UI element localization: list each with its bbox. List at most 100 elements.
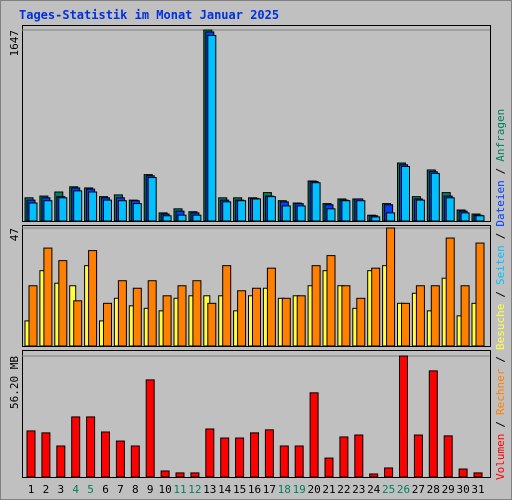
bar [237, 200, 247, 222]
bar [88, 250, 98, 347]
bar [413, 434, 423, 478]
bar [311, 182, 321, 222]
bar [339, 436, 349, 478]
bar [237, 290, 247, 347]
bar [220, 437, 230, 478]
x-tick-label: 3 [57, 483, 64, 496]
x-tick-label: 31 [471, 483, 484, 496]
x-tick-label: 6 [102, 483, 109, 496]
bar [430, 285, 440, 347]
bar [386, 212, 396, 222]
bar [160, 470, 170, 478]
y-tick-label: 1647 [8, 30, 21, 57]
bar [192, 214, 202, 222]
bar [443, 435, 453, 478]
bar [147, 280, 157, 347]
x-tick-label: 16 [248, 483, 261, 496]
legend-entry: Seiten [494, 245, 507, 285]
x-tick-label: 14 [218, 483, 232, 496]
legend-entry: Rechner [494, 368, 507, 415]
bar [354, 434, 364, 478]
bar [428, 370, 438, 478]
bar [43, 200, 53, 222]
bar [445, 237, 455, 347]
panel [22, 25, 491, 222]
x-tick-label: 1 [28, 483, 35, 496]
bar [26, 430, 36, 478]
bar [58, 260, 68, 347]
bar [43, 247, 53, 347]
bar [207, 34, 217, 222]
bar [117, 200, 127, 222]
bar [252, 198, 261, 222]
bar [460, 285, 470, 347]
x-tick-label: 30 [456, 483, 469, 496]
bar [71, 416, 81, 478]
bar [28, 202, 38, 222]
x-tick-label: 23 [352, 483, 365, 496]
x-tick-label: 12 [188, 483, 201, 496]
bar [177, 214, 187, 222]
x-tick-label: 19 [293, 483, 306, 496]
legend-separator: / [494, 168, 507, 175]
bar [266, 196, 276, 222]
bar [132, 203, 142, 222]
x-tick-label: 5 [87, 483, 94, 496]
x-tick-label: 10 [158, 483, 171, 496]
bar [56, 445, 66, 478]
x-tick-label: 13 [203, 483, 216, 496]
bar [115, 440, 125, 478]
bar [356, 200, 366, 222]
x-tick-label: 9 [147, 483, 154, 496]
bar [473, 472, 483, 478]
bar [73, 190, 83, 222]
bar [88, 191, 98, 222]
x-tick-label: 26 [397, 483, 410, 496]
bar [132, 287, 142, 347]
x-tick-label: 11 [173, 483, 186, 496]
bar [86, 416, 96, 478]
bar [175, 472, 185, 478]
bar [162, 215, 172, 222]
x-tick-label: 7 [117, 483, 124, 496]
bar [415, 285, 425, 347]
bar [341, 200, 351, 222]
y-tick-label: 56.20 MB [8, 356, 21, 409]
bar [103, 199, 112, 222]
bar [177, 285, 187, 347]
bar [190, 472, 200, 478]
chart-title: Tages-Statistik im Monat Januar 2025 [19, 8, 279, 22]
x-tick-label: 17 [263, 483, 276, 496]
bar [475, 215, 485, 222]
x-tick-label: 8 [132, 483, 139, 496]
legend-separator: / [494, 421, 507, 428]
bar [371, 267, 381, 347]
bar [192, 280, 202, 347]
bar [222, 265, 232, 347]
y-tick-label: 47 [8, 228, 21, 241]
bar [296, 295, 306, 347]
bar [311, 265, 321, 347]
bar [460, 212, 470, 222]
bar [475, 242, 485, 347]
bar [281, 297, 291, 347]
bar [386, 227, 396, 347]
bar [103, 302, 112, 347]
x-tick-label: 29 [442, 483, 455, 496]
bar [384, 467, 394, 478]
bar [458, 468, 468, 478]
bar [399, 355, 408, 478]
x-tick-label: 2 [43, 483, 50, 496]
bar [58, 197, 68, 222]
bar [222, 201, 232, 222]
bar [356, 297, 366, 347]
bar [309, 392, 319, 478]
x-tick-label: 15 [233, 483, 246, 496]
legend-separator: / [494, 291, 507, 298]
bar [264, 429, 274, 478]
bar [250, 432, 259, 478]
bar [145, 379, 155, 478]
bar [235, 437, 245, 478]
legend-separator: / [494, 356, 507, 363]
